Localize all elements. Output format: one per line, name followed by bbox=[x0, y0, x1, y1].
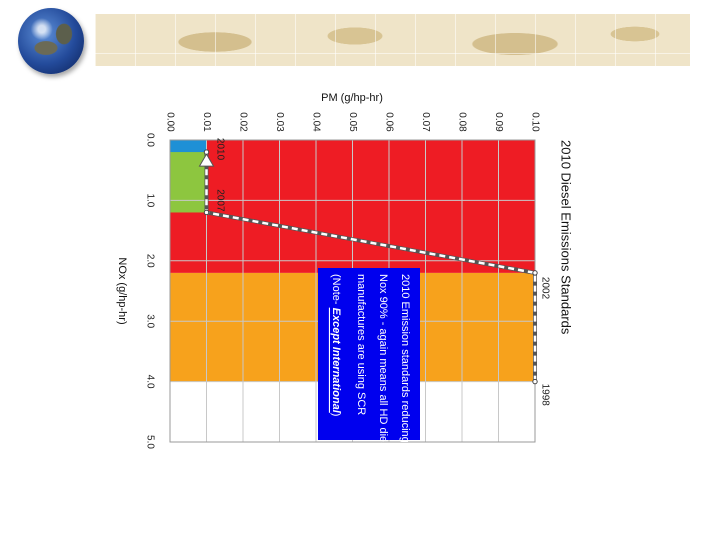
pm-tick-labels: 0.00 0.01 0.02 0.03 0.04 0.05 0.06 0.07 0.08 0.09… bbox=[165, 112, 541, 132]
standard-point-2007 bbox=[203, 209, 210, 216]
globe-logo-icon bbox=[18, 8, 84, 74]
x-tick-label: 2.0 bbox=[145, 254, 156, 268]
year-label-2007: 2007 bbox=[214, 189, 225, 212]
year-label-2010: 2010 bbox=[214, 138, 225, 161]
y-tick-label: 0.00 bbox=[165, 112, 176, 132]
standard-point-2002 bbox=[532, 270, 538, 276]
map-banner bbox=[95, 14, 690, 66]
y-tick-label: 0.05 bbox=[347, 112, 358, 132]
annotation-line: manufactures are using SCR bbox=[355, 274, 367, 415]
x-tick-label: 4.0 bbox=[145, 375, 156, 389]
x-tick-label: 3.0 bbox=[145, 314, 156, 328]
y-tick-label: 0.07 bbox=[420, 112, 431, 132]
x-tick-label: 1.0 bbox=[145, 193, 156, 207]
annotation-line: Nox 90% - again means all HD diesel bbox=[377, 274, 389, 456]
y-tick-label: 0.01 bbox=[201, 112, 212, 132]
standard-point-1998 bbox=[532, 378, 538, 385]
y-tick-label: 0.10 bbox=[530, 112, 541, 132]
y-axis-label: PM (g/hp-hr) bbox=[321, 92, 383, 104]
y-tick-label: 0.04 bbox=[311, 112, 322, 132]
region-2010 bbox=[170, 140, 207, 153]
standards-path-line bbox=[205, 152, 537, 382]
x-axis-label: NOx (g/hp-hr) bbox=[116, 257, 128, 324]
nox-tick-labels: 0.0 1.0 2.0 3.0 4.0 5.0 bbox=[145, 133, 156, 449]
x-tick-label: 0.0 bbox=[145, 133, 156, 147]
arrow-head bbox=[198, 153, 215, 167]
year-label-2002: 2002 bbox=[540, 277, 551, 300]
annotation-box: 2010 Emission standards reducing Nox 90% … bbox=[318, 268, 420, 456]
y-tick-label: 0.08 bbox=[457, 112, 468, 132]
standards-path bbox=[198, 149, 538, 385]
y-tick-label: 0.02 bbox=[238, 112, 249, 132]
y-tick-label: 0.09 bbox=[493, 112, 504, 132]
annotation-background bbox=[318, 268, 420, 440]
chart-title: 2010 Diesel Emissions Standards bbox=[559, 140, 574, 335]
annotation-line: 2010 Emission standards reducing bbox=[399, 274, 411, 443]
y-tick-label: 0.06 bbox=[384, 112, 395, 132]
x-tick-label: 5.0 bbox=[145, 435, 156, 449]
y-tick-label: 0.03 bbox=[274, 112, 285, 132]
year-label-1998: 1998 bbox=[540, 384, 551, 407]
annotation-line: (Note- Except International) bbox=[330, 274, 342, 416]
standard-point-2010 bbox=[203, 149, 210, 155]
year-labels: 1998 2002 2007 2010 bbox=[214, 138, 550, 406]
